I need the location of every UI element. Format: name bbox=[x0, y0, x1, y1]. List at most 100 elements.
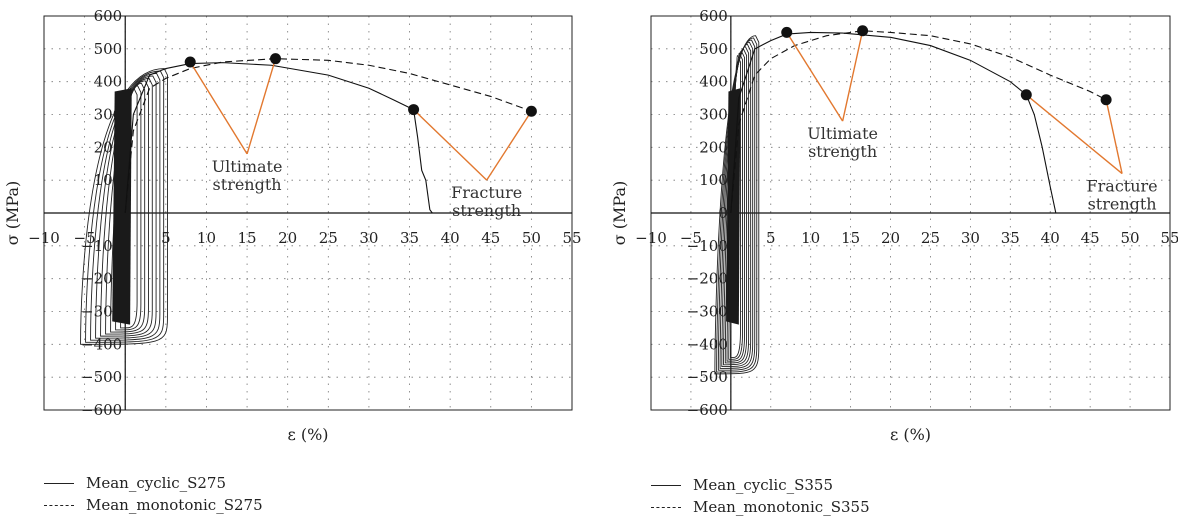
annotation-label: Fracture strength bbox=[451, 183, 522, 220]
data-marker bbox=[408, 104, 420, 116]
y-axis-label: σ (MPa) bbox=[610, 181, 629, 245]
x-tick-label: 40 bbox=[441, 229, 460, 247]
y-tick-label: 600 bbox=[699, 7, 728, 25]
x-tick-label: 20 bbox=[881, 229, 900, 247]
y-tick-label: −100 bbox=[81, 237, 122, 255]
annotation-leader-line bbox=[841, 30, 864, 122]
hysteresis-loops bbox=[714, 35, 760, 375]
annotation-line: Ultimate bbox=[807, 124, 878, 143]
x-tick-label: 20 bbox=[278, 229, 297, 247]
y-tick-label: 600 bbox=[94, 7, 123, 25]
annotation-line: strength bbox=[213, 175, 282, 194]
legend-entry-cyclic: Mean_cyclic_S275 bbox=[44, 472, 263, 494]
x-tick-label: 50 bbox=[1121, 229, 1140, 247]
annotation-label: Ultimate strength bbox=[807, 124, 878, 161]
y-tick-label: −200 bbox=[687, 270, 728, 288]
data-marker bbox=[857, 25, 869, 37]
x-tick-label: 10 bbox=[801, 229, 820, 247]
x-tick-label: 55 bbox=[562, 229, 581, 247]
legend-entry-cyclic: Mean_cyclic_S355 bbox=[651, 474, 870, 496]
x-tick-label: −10 bbox=[28, 229, 60, 247]
y-tick-label: −400 bbox=[687, 335, 728, 353]
x-tick-label: 5 bbox=[161, 229, 171, 247]
y-tick-label: −100 bbox=[687, 237, 728, 255]
y-tick-label: 400 bbox=[699, 73, 728, 91]
data-marker bbox=[1020, 89, 1032, 101]
y-tick-label: 400 bbox=[94, 73, 123, 91]
y-tick-label: 500 bbox=[699, 40, 728, 58]
annotation-leader-line bbox=[413, 109, 488, 181]
x-axis-label: ε (%) bbox=[287, 425, 328, 444]
annotation-leader-line bbox=[189, 61, 248, 155]
y-tick-label: 500 bbox=[94, 40, 123, 58]
x-tick-label: 15 bbox=[238, 229, 257, 247]
hysteresis-loop bbox=[90, 73, 161, 341]
x-tick-label: 50 bbox=[522, 229, 541, 247]
legend-s355: Mean_cyclic_S355 Mean_monotonic_S355 bbox=[651, 474, 870, 518]
x-tick-label: 45 bbox=[1081, 229, 1100, 247]
hysteresis-loops bbox=[80, 68, 168, 345]
series-line-cyclic bbox=[124, 62, 433, 214]
x-tick-label: 35 bbox=[400, 229, 419, 247]
legend-swatch-solid bbox=[44, 482, 74, 484]
legend-label: Mean_cyclic_S355 bbox=[693, 476, 834, 494]
hysteresis-loop bbox=[724, 48, 748, 364]
x-tick-label: 25 bbox=[921, 229, 940, 247]
annotation-leader-line bbox=[1025, 94, 1123, 175]
annotation-line: strength bbox=[808, 142, 877, 161]
y-tick-label: −600 bbox=[687, 401, 728, 419]
legend-s275: Mean_cyclic_S275 Mean_monotonic_S275 bbox=[44, 472, 263, 516]
annotation-label: Fracture strength bbox=[1087, 177, 1158, 214]
annotation-line: Ultimate bbox=[212, 157, 283, 176]
legend-swatch-dashed bbox=[651, 506, 681, 508]
legend-swatch-dashed bbox=[44, 504, 74, 506]
y-tick-label: −500 bbox=[81, 368, 122, 386]
y-tick-label: 300 bbox=[699, 106, 728, 124]
x-tick-label: 30 bbox=[359, 229, 378, 247]
legend-label: Mean_cyclic_S275 bbox=[86, 474, 227, 492]
x-tick-label: −10 bbox=[635, 229, 667, 247]
chart-panel-s275: −10 −5 5 10 15 20 25 30 35 40 45 50 55−600−500−400−3… bbox=[3, 7, 582, 444]
series-line-cyclic bbox=[730, 31, 1057, 214]
x-tick-label: 40 bbox=[1041, 229, 1060, 247]
x-tick-label: 25 bbox=[319, 229, 338, 247]
x-axis-label: ε (%) bbox=[890, 425, 931, 444]
annotation-leader-line bbox=[786, 32, 844, 122]
x-tick-label: 10 bbox=[197, 229, 216, 247]
y-tick-label: 100 bbox=[699, 171, 728, 189]
x-tick-label: 5 bbox=[766, 229, 776, 247]
x-tick-label: 30 bbox=[961, 229, 980, 247]
annotation-line: Fracture bbox=[1087, 177, 1158, 196]
annotation-line: Fracture bbox=[451, 183, 522, 202]
y-tick-label: 200 bbox=[699, 138, 728, 156]
legend-swatch-solid bbox=[651, 484, 681, 486]
annotation-label: Ultimate strength bbox=[212, 157, 283, 194]
data-marker bbox=[781, 26, 793, 38]
data-marker bbox=[1100, 94, 1112, 106]
y-tick-label: −300 bbox=[687, 303, 728, 321]
y-tick-label: −600 bbox=[81, 401, 122, 419]
hysteresis-core bbox=[726, 88, 741, 325]
annotation-line: strength bbox=[452, 201, 521, 220]
chart-panel-s355: −10 −5 5 10 15 20 25 30 35 40 45 50 55 −600 −500 −400 −3… bbox=[610, 7, 1178, 444]
annotation-leader-line bbox=[246, 58, 277, 155]
x-tick-label: 35 bbox=[1001, 229, 1020, 247]
annotation-line: strength bbox=[1088, 195, 1157, 214]
y-axis-label: σ (MPa) bbox=[3, 181, 22, 245]
data-marker bbox=[525, 105, 537, 117]
hysteresis-core bbox=[112, 88, 132, 325]
legend-entry-monotonic: Mean_monotonic_S355 bbox=[651, 496, 870, 518]
legend-label: Mean_monotonic_S275 bbox=[86, 496, 263, 514]
series-line-monotonic bbox=[730, 30, 1107, 214]
legend-entry-monotonic: Mean_monotonic_S275 bbox=[44, 494, 263, 516]
x-tick-label: 15 bbox=[841, 229, 860, 247]
annotation-leader-line bbox=[1105, 99, 1123, 174]
legend-label: Mean_monotonic_S355 bbox=[693, 498, 870, 516]
y-tick-label: −500 bbox=[687, 368, 728, 386]
x-tick-label: −5 bbox=[680, 229, 702, 247]
data-marker bbox=[184, 56, 196, 68]
x-tick-label: 55 bbox=[1160, 229, 1178, 247]
x-tick-label: 45 bbox=[481, 229, 500, 247]
data-marker bbox=[270, 53, 282, 65]
